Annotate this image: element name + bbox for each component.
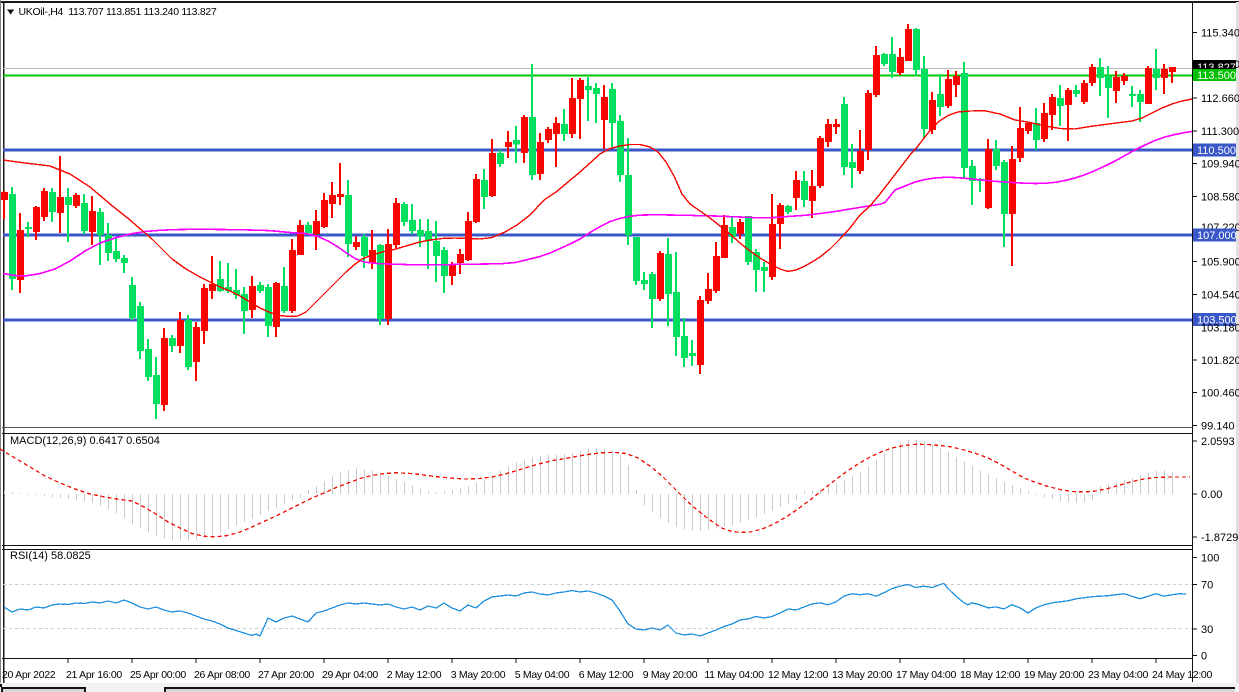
svg-text:113.500: 113.500 bbox=[1197, 70, 1236, 82]
svg-text:110.500: 110.500 bbox=[1197, 145, 1236, 157]
svg-text:104.540: 104.540 bbox=[1201, 290, 1239, 302]
svg-text:RSI(14) 58.0825: RSI(14) 58.0825 bbox=[10, 550, 91, 562]
svg-text:29 Apr 04:00: 29 Apr 04:00 bbox=[322, 669, 378, 681]
svg-text:17 May 04:00: 17 May 04:00 bbox=[896, 669, 956, 681]
svg-text:0: 0 bbox=[1201, 651, 1207, 663]
svg-text:108.580: 108.580 bbox=[1201, 191, 1239, 203]
svg-text:27 Apr 20:00: 27 Apr 20:00 bbox=[258, 669, 314, 681]
svg-text:24 May 12:00: 24 May 12:00 bbox=[1152, 669, 1212, 681]
svg-text:109.940: 109.940 bbox=[1201, 159, 1239, 171]
svg-text:20 Apr 2022: 20 Apr 2022 bbox=[2, 669, 56, 681]
svg-text:3 May 20:00: 3 May 20:00 bbox=[451, 669, 506, 681]
svg-text:12 May 12:00: 12 May 12:00 bbox=[768, 669, 828, 681]
svg-text:100.460: 100.460 bbox=[1201, 388, 1239, 400]
svg-text:100: 100 bbox=[1201, 553, 1219, 565]
svg-text:103.500: 103.500 bbox=[1197, 315, 1237, 327]
svg-text:26 Apr 08:00: 26 Apr 08:00 bbox=[194, 669, 250, 681]
svg-text:18 May 12:00: 18 May 12:00 bbox=[960, 669, 1020, 681]
svg-text:6 May 12:00: 6 May 12:00 bbox=[579, 669, 634, 681]
svg-text:11 May 04:00: 11 May 04:00 bbox=[704, 669, 764, 681]
svg-text:9 May 20:00: 9 May 20:00 bbox=[643, 669, 698, 681]
svg-text:107.000: 107.000 bbox=[1197, 230, 1237, 242]
svg-text:UKOil-,H4 113.707 113.851 113: UKOil-,H4 113.707 113.851 113.240 113.82… bbox=[19, 6, 217, 18]
svg-text:70: 70 bbox=[1201, 580, 1213, 592]
svg-text:MACD(12,26,9) 0.6417 0.6504: MACD(12,26,9) 0.6417 0.6504 bbox=[10, 435, 160, 447]
svg-text:23 May 04:00: 23 May 04:00 bbox=[1088, 669, 1148, 681]
svg-text:103.180: 103.180 bbox=[1201, 323, 1239, 335]
svg-text:2.0593: 2.0593 bbox=[1201, 436, 1235, 448]
svg-text:0.00: 0.00 bbox=[1201, 489, 1222, 501]
svg-text:101.820: 101.820 bbox=[1201, 355, 1239, 367]
svg-text:99.140: 99.140 bbox=[1201, 420, 1235, 432]
svg-text:13 May 20:00: 13 May 20:00 bbox=[832, 669, 892, 681]
svg-text:2 May 12:00: 2 May 12:00 bbox=[387, 669, 442, 681]
svg-text:30: 30 bbox=[1201, 624, 1213, 636]
svg-text:5 May 04:00: 5 May 04:00 bbox=[515, 669, 570, 681]
svg-text:25 Apr 00:00: 25 Apr 00:00 bbox=[130, 669, 186, 681]
svg-text:112.660: 112.660 bbox=[1201, 93, 1239, 105]
svg-text:21 Apr 16:00: 21 Apr 16:00 bbox=[66, 669, 122, 681]
svg-text:19 May 20:00: 19 May 20:00 bbox=[1024, 669, 1084, 681]
svg-text:105.900: 105.900 bbox=[1201, 257, 1239, 269]
svg-text:111.300: 111.300 bbox=[1201, 126, 1239, 138]
svg-text:115.340: 115.340 bbox=[1201, 28, 1239, 40]
svg-text:-1.8729: -1.8729 bbox=[1201, 532, 1238, 544]
